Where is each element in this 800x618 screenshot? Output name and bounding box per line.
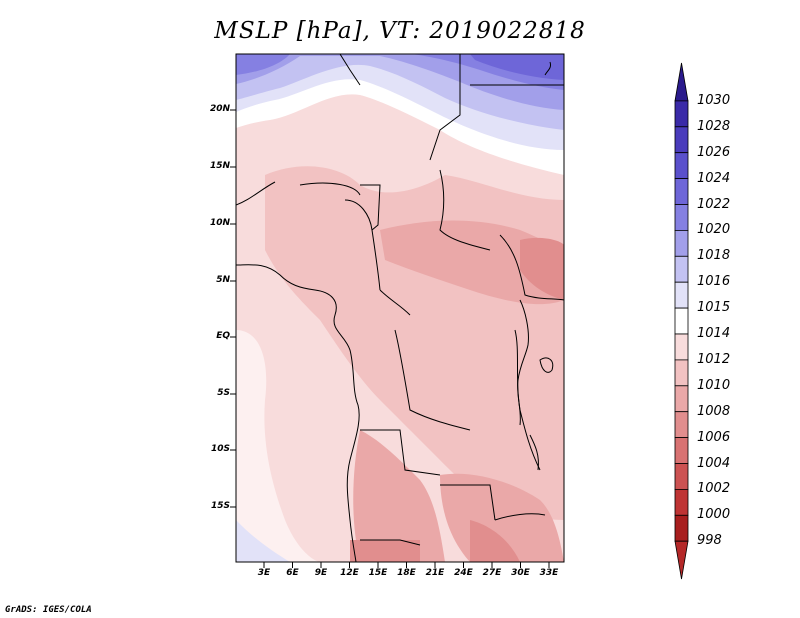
colorbar-bottom-triangle [674, 540, 689, 580]
colorbar-level-label: 1008 [697, 403, 731, 419]
lon-label: 33E [539, 568, 559, 578]
colorbar-level-label: 1015 [697, 300, 731, 316]
lat-ticks [230, 109, 236, 508]
colorbar-level-label: 1006 [697, 429, 731, 445]
lat-label: 15S [210, 501, 230, 511]
lat-label: 5S [217, 388, 230, 398]
lon-label: 9E [314, 568, 328, 578]
lat-label: 15N [209, 161, 230, 171]
colorbar-segment [674, 281, 689, 309]
lon-label: 30E [511, 568, 530, 578]
footer-credit: GrADS: IGES/COLA [5, 605, 92, 615]
lon-label: 27E [482, 568, 502, 578]
colorbar-level-label: 1018 [697, 248, 731, 264]
colorbar-segment [674, 307, 689, 335]
lakes [517, 61, 554, 471]
colorbar-level-label: 1004 [697, 455, 731, 471]
lat-label: 5N [216, 275, 230, 285]
chart-title: MSLP [hPa], VT: 2019022818 [214, 18, 586, 44]
colorbar-segment [674, 385, 689, 413]
colorbar-segment [674, 255, 689, 283]
colorbar-segment [674, 126, 689, 154]
colorbar-segment [674, 488, 689, 516]
colorbar-top-triangle [674, 62, 689, 102]
lon-ticks [263, 562, 550, 568]
colorbar-level-label: 1012 [697, 351, 731, 367]
colorbar-level-label: 1010 [697, 377, 731, 393]
colorbar-segment [674, 411, 689, 439]
colorbar-segment [674, 514, 689, 542]
lat-label: EQ [216, 331, 230, 341]
colorbar-level-label: 1000 [697, 507, 731, 523]
lon-label: 12E [340, 568, 359, 578]
colorbar-segment [674, 463, 689, 490]
colorbar-level-label: 1014 [697, 326, 731, 341]
colorbar-segment [674, 229, 689, 257]
colorbar-level-label: 1022 [697, 196, 731, 212]
colorbar-level-label: 1030 [697, 92, 731, 108]
colorbar [674, 62, 689, 580]
lon-label: 15E [368, 568, 388, 578]
colorbar-level-label: 1020 [697, 222, 731, 238]
colorbar-segment [674, 178, 689, 205]
colorbar-segment [674, 333, 689, 361]
lat-label: 10S [210, 444, 230, 454]
colorbar-segment [674, 100, 689, 128]
colorbar-segment [674, 359, 689, 387]
colorbar-segment [674, 152, 689, 179]
lon-label: 3E [257, 568, 271, 578]
colorbar-level-label: 1024 [697, 170, 731, 186]
colorbar-segment [674, 437, 689, 464]
colorbar-level-label: 1026 [697, 144, 731, 160]
map-frame [235, 53, 565, 563]
lat-label: 20N [209, 104, 230, 114]
colorbar-segment [674, 204, 689, 231]
colorbar-level-label: 998 [697, 533, 722, 549]
lon-label: 18E [397, 568, 416, 578]
lon-label: 6E [286, 568, 299, 578]
colorbar-level-label: 1002 [697, 481, 731, 497]
lon-label: 24E [454, 568, 473, 578]
colorbar-level-label: 1028 [697, 118, 731, 134]
pressure-field [236, 54, 564, 562]
lat-label: 10N [209, 218, 230, 228]
colorbar-level-label: 1016 [697, 274, 731, 290]
lon-label: 21E [425, 568, 445, 578]
